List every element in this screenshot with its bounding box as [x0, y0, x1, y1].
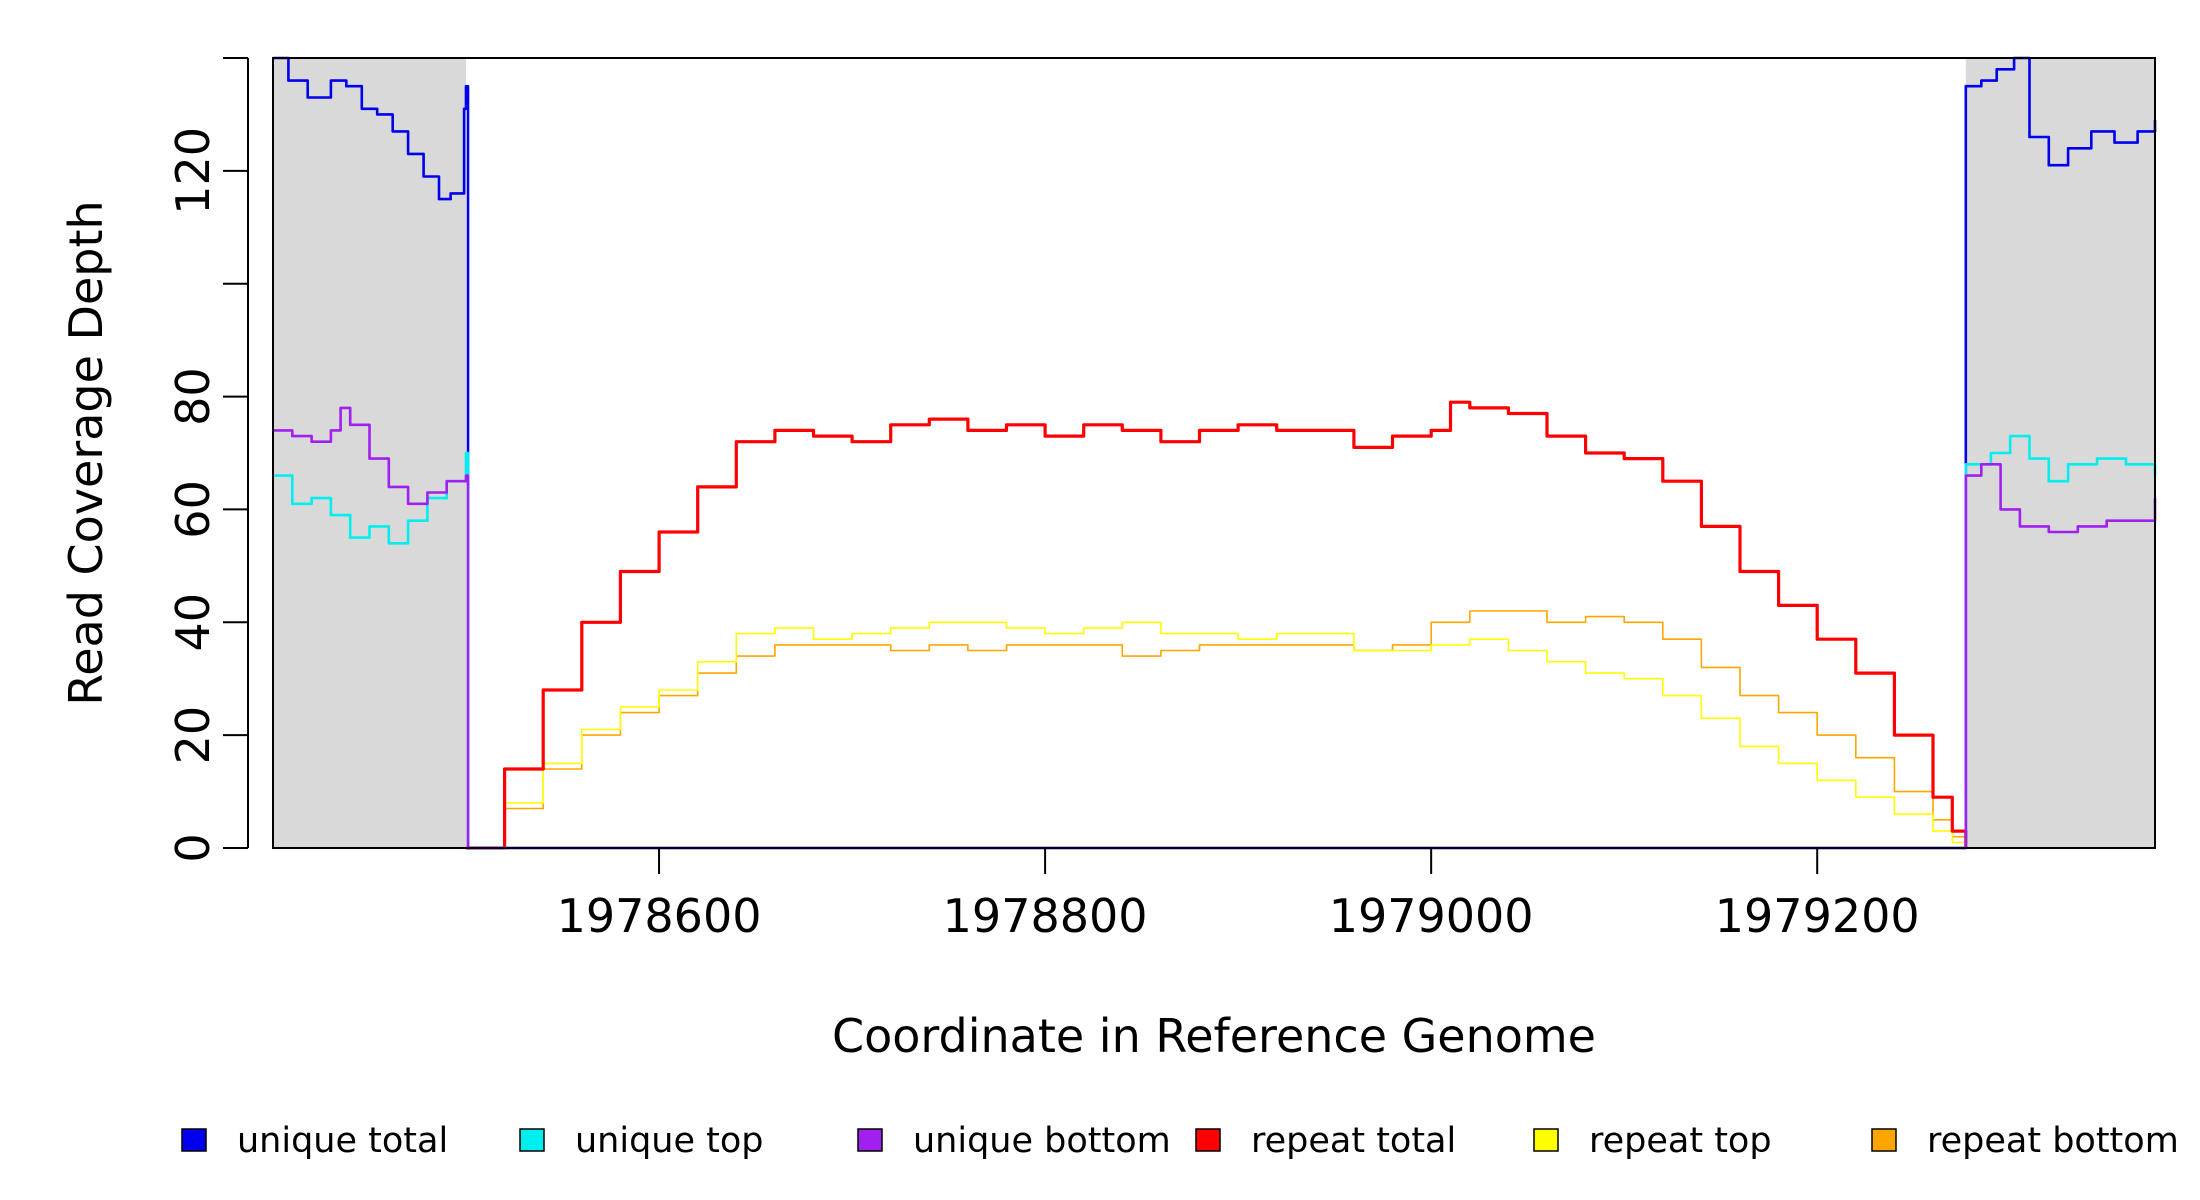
x-axis-title: Coordinate in Reference Genome [832, 1009, 1596, 1063]
y-axis: 0 20 40 60 80 120 [166, 57, 249, 863]
legend-label-unique-total: unique total [237, 1121, 448, 1161]
plot-frame [272, 57, 2156, 849]
y-tick-label: 120 [166, 127, 220, 215]
series-line-repeat-bottom [466, 610, 1967, 849]
y-tick-label: 20 [166, 706, 220, 765]
legend-label-unique-top: unique top [575, 1121, 764, 1161]
x-tick-label: 1978600 [557, 889, 762, 943]
legend-swatch-unique-bottom [857, 1128, 883, 1152]
series-line-unique-bottom [273, 406, 2157, 850]
x-axis: 1978600 1978800 1979000 1979200 [557, 848, 1920, 943]
series-line-unique-top [273, 434, 2157, 850]
x-tick-label: 1979200 [1715, 889, 1920, 943]
legend-swatch-repeat-bottom [1871, 1128, 1897, 1152]
legend-swatch-repeat-total [1195, 1128, 1221, 1152]
legend-swatch-repeat-top [1533, 1128, 1559, 1152]
series-line-repeat-top [466, 621, 1967, 849]
legend-label-repeat-bottom: repeat bottom [1927, 1121, 2179, 1161]
legend: unique total unique top unique bottom repea… [181, 1121, 2179, 1161]
y-tick-label: 80 [166, 367, 220, 426]
series-lines [273, 56, 2157, 850]
legend-label-repeat-total: repeat total [1251, 1121, 1456, 1161]
series-line-unique-total [273, 56, 2157, 850]
shaded-regions [273, 58, 2155, 848]
y-tick-label: 60 [166, 480, 220, 539]
y-tick-label: 0 [166, 833, 220, 862]
x-tick-label: 1978800 [943, 889, 1148, 943]
legend-swatch-unique-top [519, 1128, 545, 1152]
series-line-repeat-total [466, 400, 1968, 850]
y-tick-label: 40 [166, 593, 220, 652]
y-axis-title: Read Coverage Depth [59, 200, 113, 705]
legend-swatch-unique-total [181, 1128, 207, 1152]
legend-label-repeat-top: repeat top [1589, 1121, 1772, 1161]
legend-label-unique-bottom: unique bottom [913, 1121, 1171, 1161]
x-tick-label: 1979000 [1329, 889, 1534, 943]
